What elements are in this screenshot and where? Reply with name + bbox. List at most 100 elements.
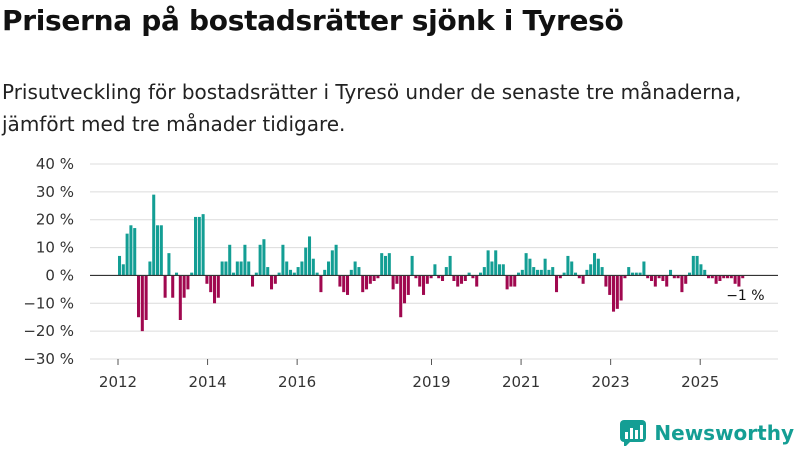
bar — [273, 275, 277, 284]
bar — [665, 275, 669, 287]
bar — [429, 275, 433, 279]
chart-title: Priserna på bostadsrätter sjönk i Tyresö — [2, 4, 624, 37]
bar — [585, 269, 589, 276]
x-tick-label: 2021 — [502, 373, 540, 391]
x-tick-label: 2016 — [278, 373, 316, 391]
y-tick-label: 0 % — [45, 266, 74, 284]
bar — [646, 275, 650, 279]
bar — [684, 275, 688, 284]
bar — [520, 269, 524, 276]
last-value-annotation: −1 % — [726, 288, 764, 304]
bar — [182, 275, 186, 298]
bar — [254, 272, 258, 276]
bar — [703, 269, 707, 276]
bar — [710, 275, 714, 279]
bar — [608, 275, 612, 295]
bar — [205, 275, 209, 284]
y-tick-label: 10 % — [36, 239, 74, 257]
bar — [661, 275, 665, 281]
bar — [604, 275, 608, 287]
bar — [118, 255, 122, 276]
x-tick-label: 2014 — [188, 373, 226, 391]
y-tick-label: 40 % — [36, 155, 74, 173]
bar — [403, 275, 407, 304]
bar-chart: 40 % 30 % 20 % 10 % 0 % −10 % −20 % −30 % 2012 20… — [23, 155, 778, 391]
y-tick-label: −30 % — [23, 350, 74, 368]
bar — [627, 267, 631, 276]
x-tick-label: 2019 — [412, 373, 450, 391]
bar — [338, 275, 342, 287]
bar — [372, 275, 376, 281]
bar — [323, 269, 327, 276]
bar — [140, 275, 144, 332]
bar — [642, 261, 646, 276]
bar — [163, 275, 167, 298]
bar — [292, 272, 296, 276]
bar — [726, 275, 730, 279]
bar — [452, 275, 456, 281]
bar — [251, 275, 255, 287]
bar — [505, 275, 509, 290]
bar — [197, 216, 201, 276]
bar — [357, 267, 361, 276]
bar — [718, 275, 722, 281]
bar — [270, 275, 274, 290]
bar — [213, 275, 217, 304]
bar — [444, 267, 448, 276]
bar — [133, 228, 137, 276]
bar — [688, 272, 692, 276]
bar — [346, 275, 350, 295]
bar — [304, 247, 308, 276]
bar — [574, 272, 578, 276]
bar — [399, 275, 403, 318]
x-tick-label: 2023 — [592, 373, 630, 391]
chart-subtitle: Prisutveckling för bostadsrätter i Tyres… — [2, 80, 742, 136]
bar — [228, 244, 232, 276]
bar — [509, 275, 513, 287]
bar — [437, 275, 441, 279]
bar — [676, 275, 680, 279]
bar — [433, 264, 437, 276]
bar — [125, 233, 129, 276]
bar — [733, 275, 737, 284]
bar — [281, 244, 285, 276]
bar — [494, 250, 498, 276]
bar — [448, 255, 452, 276]
bar — [680, 275, 684, 293]
bar — [551, 267, 555, 276]
bar — [615, 275, 619, 309]
bar — [391, 275, 395, 290]
bar — [650, 275, 654, 281]
bar — [232, 272, 236, 276]
bar — [311, 258, 315, 276]
bar — [175, 272, 179, 276]
bar — [581, 275, 585, 284]
bar — [631, 272, 635, 276]
bar — [380, 253, 384, 276]
bar — [194, 216, 198, 276]
bar — [330, 250, 334, 276]
bar — [456, 275, 460, 287]
bar — [593, 253, 597, 276]
y-tick-label: −10 % — [23, 294, 74, 312]
brand-logo: Newsworthy — [620, 420, 794, 446]
bar — [672, 275, 676, 279]
bar — [612, 275, 616, 312]
bar — [638, 272, 642, 276]
bar — [243, 244, 247, 276]
bar — [653, 275, 657, 287]
bar — [410, 255, 414, 276]
bar — [547, 269, 551, 276]
bar — [220, 261, 224, 276]
bar — [308, 236, 312, 276]
bar — [555, 275, 559, 293]
bar — [289, 269, 293, 276]
bar — [361, 275, 365, 293]
bar — [262, 239, 266, 276]
bar — [384, 255, 388, 276]
bar — [463, 275, 467, 281]
bar — [486, 250, 490, 276]
bar — [425, 275, 429, 284]
bar — [539, 269, 543, 276]
bar — [334, 244, 338, 276]
